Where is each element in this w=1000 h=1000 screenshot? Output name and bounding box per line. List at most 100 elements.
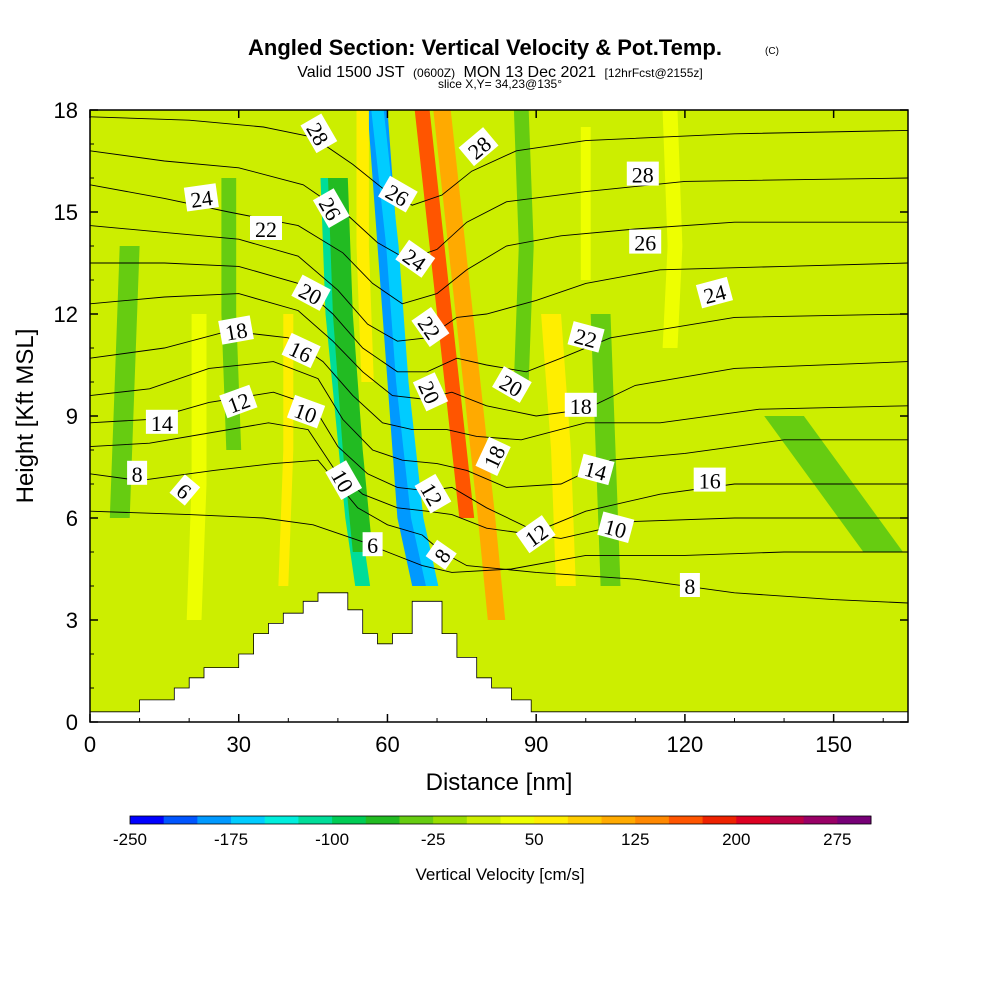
colorbar-label: Vertical Velocity [cm/s] <box>415 865 584 884</box>
y-axis-label: Height [Kft MSL] <box>12 329 39 504</box>
colorbar-swatch <box>500 816 535 824</box>
contour-label-8: 8 <box>127 460 148 487</box>
velocity-band-13 <box>513 110 534 382</box>
velocity-band-5 <box>433 110 506 620</box>
contour-label-text: 22 <box>255 217 277 242</box>
slice-note: slice X,Y= 34,23@135° <box>438 77 562 91</box>
y-tick-label: 18 <box>54 98 78 123</box>
colorbar-swatch <box>298 816 333 824</box>
subtitle-valid: Valid 1500 JST <box>297 64 405 81</box>
colorbar-tick-label: -100 <box>315 830 349 849</box>
contour-label-18: 18 <box>564 392 597 419</box>
terrain <box>90 592 908 722</box>
colorbar-swatch <box>264 816 299 824</box>
velocity-band-9 <box>186 314 207 620</box>
chart-title: Angled Section: Vertical Velocity & Pot.… <box>248 35 722 60</box>
velocity-band-6 <box>356 110 374 382</box>
contour-label-text: 18 <box>570 394 592 419</box>
colorbar-tick-label: 125 <box>621 830 649 849</box>
colorbar-swatch <box>702 816 737 824</box>
colorbar-swatch <box>433 816 468 824</box>
contour-label-text: 8 <box>132 462 143 487</box>
contour-label-10: 10 <box>286 394 326 429</box>
contour-label-text: 6 <box>367 533 378 558</box>
contour-label-22: 22 <box>250 216 282 242</box>
velocity-band-16 <box>580 127 591 280</box>
colorbar-tick-label: -25 <box>421 830 446 849</box>
x-axis-label: Distance [nm] <box>426 769 573 796</box>
colorbar-swatch <box>399 816 434 824</box>
contour-label-text: 24 <box>189 185 214 213</box>
colorbar-frame <box>129 815 872 825</box>
x-tick-label: 30 <box>226 732 250 757</box>
x-tick-label: 90 <box>524 732 548 757</box>
colorbar: -250 -175 -100 -25 50 125 200 275 <box>113 815 872 849</box>
y-tick-label: 15 <box>54 200 78 225</box>
chart-title-mark: (C) <box>765 46 779 57</box>
velocity-band-4 <box>414 110 475 518</box>
colorbar-tick-label: 275 <box>823 830 851 849</box>
theta-contour-6 <box>90 510 908 573</box>
y-tick-label: 0 <box>66 710 78 735</box>
contour-label-text: 26 <box>634 231 656 256</box>
y-tick-label: 12 <box>54 302 78 327</box>
contour-label-text: 14 <box>151 411 173 436</box>
colorbar-swatch <box>635 816 670 824</box>
contour-label-text: 28 <box>632 163 654 188</box>
colorbar-swatch <box>197 816 232 824</box>
theta-contour-24 <box>90 184 908 305</box>
axes: 0 30 60 90 120 150 0 3 6 9 12 15 18 <box>54 98 908 757</box>
velocity-band-14 <box>662 110 683 348</box>
colorbar-swatch <box>365 816 400 824</box>
contour-label-6: 6 <box>362 532 383 558</box>
contour-label-10: 10 <box>597 511 635 544</box>
colorbar-swatch <box>534 816 569 824</box>
colorbar-tick-label: -175 <box>214 830 248 849</box>
contour-label-text: 16 <box>699 469 721 494</box>
colorbar-swatch <box>769 816 805 824</box>
velocity-band-11 <box>221 178 242 450</box>
x-tick-label: 120 <box>667 732 704 757</box>
y-tick-label: 9 <box>66 404 78 429</box>
contour-label-8: 8 <box>425 539 457 570</box>
subtitle-forecast: [12hrFcst@2155z] <box>605 66 703 80</box>
theta-contour-14 <box>90 361 908 488</box>
colorbar-tick-label: -250 <box>113 830 147 849</box>
theta-contour-28 <box>90 116 908 206</box>
x-tick-label: 150 <box>815 732 852 757</box>
velocity-band-7 <box>541 314 576 586</box>
colorbar-swatch <box>163 816 198 824</box>
contour-label-text: 18 <box>223 317 249 345</box>
chart-subtitle: Valid 1500 JST (0600Z) MON 13 Dec 2021 [… <box>297 64 702 81</box>
y-tick-label: 3 <box>66 608 78 633</box>
contour-label-28: 28 <box>626 161 659 188</box>
subtitle-date: MON 13 Dec 2021 <box>464 64 597 81</box>
contour-label-18: 18 <box>218 315 254 346</box>
colorbar-swatch <box>130 816 165 824</box>
velocity-band-12 <box>278 314 294 586</box>
velocity-band-3 <box>328 178 373 552</box>
colorbar-tick-label: 200 <box>722 830 750 849</box>
colorbar-swatch <box>466 816 501 824</box>
contour-label-24: 24 <box>695 276 734 309</box>
contour-label-14: 14 <box>577 453 615 486</box>
colorbar-swatch <box>332 816 367 824</box>
x-tick-label: 60 <box>375 732 399 757</box>
colorbar-swatch <box>601 816 636 824</box>
y-tick-label: 6 <box>66 506 78 531</box>
colorbar-swatch <box>803 816 838 824</box>
colorbar-swatch <box>736 816 771 824</box>
velocity-band-1 <box>371 110 439 586</box>
contour-label-14: 14 <box>145 409 178 436</box>
colorbar-swatch <box>231 816 266 824</box>
colorbar-swatch <box>668 816 704 824</box>
colorbar-swatch <box>567 816 603 824</box>
x-tick-label: 0 <box>84 732 96 757</box>
contour-label-8: 8 <box>679 573 700 599</box>
velocity-band-10 <box>109 246 140 518</box>
contour-label-26: 26 <box>629 229 662 256</box>
subtitle-utc: (0600Z) <box>413 66 455 80</box>
colorbar-swatch <box>837 816 872 824</box>
